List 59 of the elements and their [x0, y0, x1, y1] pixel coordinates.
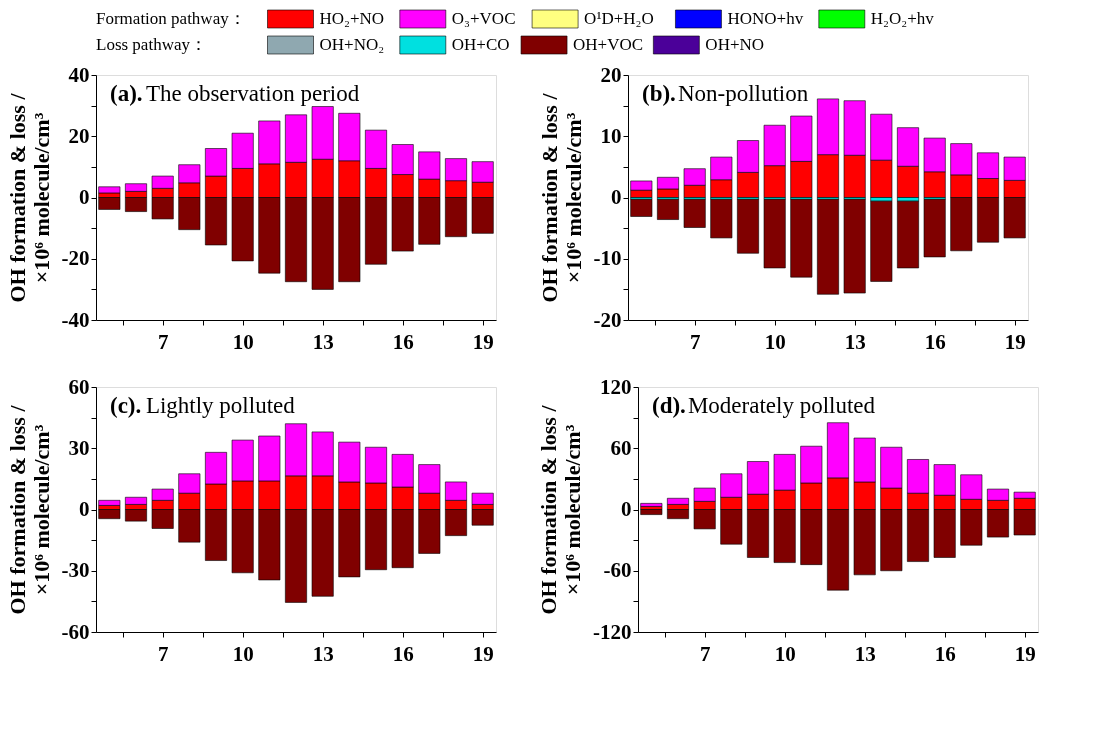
y-tick-label: -60	[61, 619, 90, 644]
x-tick-label: 10	[232, 329, 254, 354]
x-tick-label: 7	[699, 641, 711, 666]
legend-label: H₂O₂+hv	[870, 9, 935, 28]
x-tick-label: 13	[312, 329, 334, 354]
legend-label: O₃+VOC	[451, 9, 516, 28]
x-tick-label: 13	[854, 641, 876, 666]
y-tick-label: 40	[68, 62, 90, 87]
x-tick-label: 7	[157, 329, 169, 354]
x-tick-label: 16	[924, 329, 946, 354]
x-tick-label: 16	[392, 329, 414, 354]
x-tick-label: 13	[312, 641, 334, 666]
y-tick-label: 0	[79, 497, 90, 521]
chart-title: (a).The observation period	[110, 81, 360, 106]
legend-title: Formation pathway：	[96, 9, 246, 28]
y-tick-label: 30	[68, 435, 90, 460]
y-axis-title: OH formation & loss / ×10⁶ molecule/cm³	[4, 92, 54, 303]
chart-title: (c).Lightly polluted	[110, 393, 296, 418]
x-tick-label: 19	[472, 329, 494, 354]
x-tick-label: 19	[1004, 329, 1026, 354]
legend-label: OH+NO	[705, 35, 765, 54]
chart-title: (b).Non-pollution	[642, 81, 809, 106]
x-tick-label: 19	[1014, 641, 1036, 666]
legend-label: HO₂+NO	[319, 9, 385, 28]
legend-label: HONO+hv	[727, 9, 804, 28]
y-tick-label: -20	[593, 307, 622, 332]
y-tick-label: -20	[61, 246, 90, 271]
y-tick-label: -30	[61, 558, 90, 583]
legend-label: OH+CO	[451, 35, 510, 54]
y-tick-label: 120	[600, 374, 632, 399]
y-tick-label: 0	[621, 497, 632, 521]
y-tick-label: 60	[610, 435, 632, 460]
x-tick-label: 16	[934, 641, 956, 666]
x-tick-label: 16	[392, 641, 414, 666]
x-tick-label: 19	[472, 641, 494, 666]
legend-label: OH+NO₂	[319, 35, 385, 54]
y-tick-label: 20	[600, 62, 622, 87]
y-axis-title: OH formation & loss / ×10⁶ molecule/cm³	[536, 92, 586, 303]
chart-title: (d).Moderately polluted	[652, 393, 876, 418]
y-tick-label: -60	[603, 558, 632, 583]
x-tick-label: 10	[764, 329, 786, 354]
legend-label: OH+VOC	[573, 35, 644, 54]
legend-label: O¹D+H₂O	[584, 9, 654, 28]
y-axis-title: OH formation & loss / ×10⁶ molecule/cm³	[4, 404, 54, 615]
y-tick-label: 60	[68, 374, 90, 399]
text: Loss pathway：	[96, 35, 207, 54]
x-tick-label: 7	[689, 329, 701, 354]
x-tick-label: 10	[232, 641, 254, 666]
x-tick-label: 10	[774, 641, 796, 666]
y-tick-label: 20	[68, 123, 90, 148]
y-tick-label: 0	[611, 185, 622, 209]
y-tick-label: 10	[600, 123, 622, 148]
y-tick-label: -40	[61, 307, 90, 332]
y-tick-label: -10	[593, 246, 622, 271]
x-tick-label: 7	[157, 641, 169, 666]
y-tick-label: 0	[79, 185, 90, 209]
y-axis-title: OH formation & loss / ×10⁶ molecule/cm³	[536, 404, 586, 615]
y-tick-label: -120	[593, 619, 632, 644]
x-tick-label: 13	[844, 329, 866, 354]
